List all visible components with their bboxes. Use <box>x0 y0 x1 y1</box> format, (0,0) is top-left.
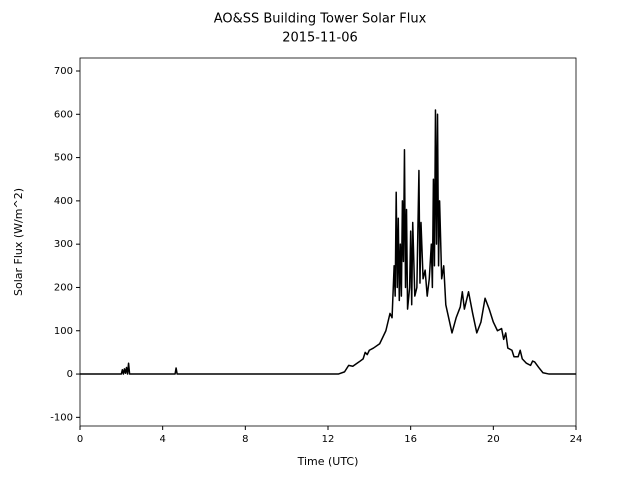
chart-subtitle: 2015-11-06 <box>282 31 358 46</box>
chart-title: AO&SS Building Tower Solar Flux <box>214 12 427 27</box>
x-tick-label: 24 <box>570 434 583 445</box>
y-tick-label: -100 <box>50 412 73 423</box>
y-tick-label: 0 <box>67 369 73 380</box>
y-axis-label: Solar Flux (W/m^2) <box>12 188 25 296</box>
y-tick-label: 500 <box>54 153 73 164</box>
x-tick-label: 0 <box>77 434 83 445</box>
y-tick-label: 100 <box>54 326 73 337</box>
data-line <box>80 109 576 375</box>
y-tick-label: 300 <box>54 239 73 250</box>
x-tick-label: 20 <box>487 434 500 445</box>
x-axis-label: Time (UTC) <box>297 455 359 468</box>
x-tick-label: 12 <box>322 434 335 445</box>
y-tick-label: 400 <box>54 196 73 207</box>
y-tick-label: 700 <box>54 66 73 77</box>
y-tick-label: 600 <box>54 109 73 120</box>
x-tick-label: 16 <box>404 434 417 445</box>
x-tick-label: 4 <box>159 434 165 445</box>
plot-frame <box>79 57 577 427</box>
y-tick-label: 200 <box>54 282 73 293</box>
x-tick-label: 8 <box>242 434 248 445</box>
